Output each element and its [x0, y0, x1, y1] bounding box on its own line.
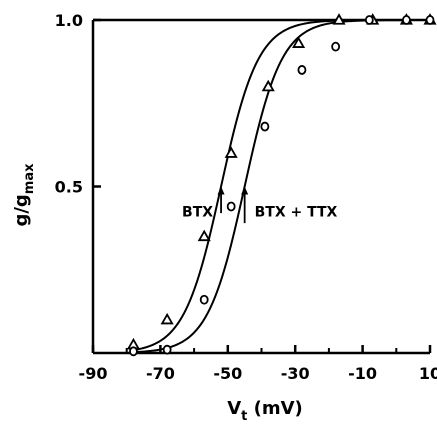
y-tick-label: 1.0 — [55, 11, 83, 30]
triangle-marker — [261, 79, 275, 92]
x-axis-label-sub: t — [241, 409, 247, 424]
x-tick-label: -50 — [213, 364, 242, 383]
annotations: BTX BTX + TTX — [182, 186, 338, 224]
circle-marker — [297, 65, 307, 75]
circle-marker — [425, 15, 435, 25]
annotation-label: BTX — [182, 205, 213, 221]
annotation-label: BTX + TTX — [255, 205, 338, 221]
circle-marker — [129, 346, 138, 357]
x-axis-label: Vt (mV) — [227, 398, 303, 424]
y-ticks: 0.5 1.0 — [55, 11, 101, 197]
circle-marker — [364, 15, 374, 25]
x-tick-label: -30 — [281, 364, 310, 383]
y-axis-label: g/gmax — [11, 163, 37, 227]
arrowhead — [241, 186, 249, 195]
x-tick-label: -90 — [79, 364, 108, 383]
triangle-marker — [224, 146, 238, 158]
fit-curve — [133, 19, 430, 354]
circle-marker — [199, 294, 209, 305]
circle-marker — [402, 15, 411, 25]
circle-marker — [162, 344, 172, 355]
circle-marker — [226, 201, 236, 212]
triangle-marker — [332, 13, 346, 25]
y-axis-label-main: g/g — [11, 194, 32, 226]
circle-marker — [331, 41, 341, 52]
x-axis-label-main: V — [227, 398, 241, 419]
triangle-marker — [160, 312, 174, 325]
fit-curves — [133, 19, 430, 354]
plot-area — [91, 18, 430, 355]
x-tick-label: -10 — [348, 364, 377, 383]
triangle-marker — [197, 229, 211, 242]
y-tick-label: 0.5 — [55, 178, 83, 197]
arrowhead — [217, 186, 225, 195]
fit-curve — [133, 19, 430, 352]
x-tick-label: 10 — [419, 364, 437, 383]
y-axis-label-sub: max — [22, 163, 37, 194]
x-tick-label: -70 — [146, 364, 175, 383]
triangle-marker — [292, 36, 306, 48]
x-ticks: -90 -70 -50 -30 -10 10 — [79, 345, 437, 383]
data-markers — [126, 13, 437, 357]
circle-marker — [260, 121, 270, 132]
x-axis-label-unit: (mV) — [247, 398, 302, 419]
